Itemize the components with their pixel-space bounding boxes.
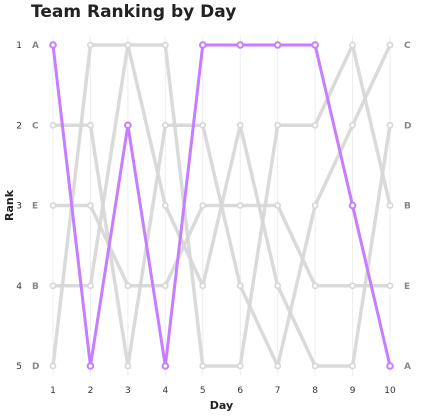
series-point-D-2 bbox=[87, 41, 94, 49]
series-point-D-6 bbox=[236, 121, 244, 129]
series-point-B-5 bbox=[199, 362, 207, 370]
start-label-C: C bbox=[32, 121, 39, 131]
x-tick-label-6: 6 bbox=[237, 386, 243, 396]
series-point-C-3 bbox=[124, 362, 132, 370]
series-point-A-10 bbox=[386, 362, 394, 370]
series-point-A-6 bbox=[236, 41, 245, 49]
x-tick-label-2: 2 bbox=[88, 386, 94, 396]
series-point-A-9 bbox=[348, 201, 357, 210]
series-point-A-1 bbox=[49, 41, 57, 49]
x-tick-label-5: 5 bbox=[200, 386, 206, 396]
series-point-E-1 bbox=[49, 202, 57, 209]
series-point-E-9 bbox=[349, 282, 356, 290]
series-line-B bbox=[51, 43, 392, 368]
chart-title: Team Ranking by Day bbox=[31, 2, 237, 22]
series-point-E-4 bbox=[161, 282, 169, 290]
series-point-D-8 bbox=[311, 362, 319, 370]
x-tick-label-3: 3 bbox=[125, 386, 131, 396]
series-point-B-9 bbox=[349, 41, 356, 49]
y-axis-title: Rank bbox=[3, 189, 16, 221]
series-point-B-4 bbox=[161, 41, 169, 49]
start-label-E: E bbox=[32, 202, 38, 212]
end-label-B: B bbox=[404, 202, 411, 212]
y-tick-label-3: 3 bbox=[16, 202, 22, 212]
series-point-A-4 bbox=[161, 362, 170, 370]
end-label-A: A bbox=[404, 362, 411, 372]
series-point-A-8 bbox=[311, 41, 319, 49]
series-point-E-10 bbox=[386, 282, 394, 290]
series-point-A-3 bbox=[124, 121, 132, 130]
y-tick-label-5: 5 bbox=[16, 362, 22, 372]
start-label-D: D bbox=[32, 362, 39, 372]
series-point-A-2 bbox=[86, 362, 95, 370]
x-tick-label-8: 8 bbox=[312, 386, 318, 396]
x-tick-label-7: 7 bbox=[275, 386, 281, 396]
series-point-E-8 bbox=[311, 282, 319, 290]
x-tick-label-10: 10 bbox=[384, 386, 396, 396]
series-point-B-6 bbox=[236, 362, 244, 370]
series-point-C-2 bbox=[87, 121, 94, 129]
series-point-B-7 bbox=[274, 121, 282, 129]
series-point-B-10 bbox=[386, 202, 394, 209]
start-label-A: A bbox=[32, 41, 39, 51]
series-point-E-7 bbox=[274, 202, 282, 209]
series-point-C-1 bbox=[49, 121, 57, 129]
series-point-D-5 bbox=[199, 282, 207, 290]
y-tick-label-1: 1 bbox=[16, 41, 22, 51]
x-axis-title: Day bbox=[210, 399, 233, 412]
x-tick-label-1: 1 bbox=[50, 386, 56, 396]
series-point-E-5 bbox=[199, 202, 207, 209]
series-point-E-3 bbox=[124, 282, 132, 290]
x-tick-label-9: 9 bbox=[350, 386, 356, 396]
series-point-D-9 bbox=[349, 362, 356, 370]
series-point-C-6 bbox=[236, 282, 244, 290]
x-tick-label-4: 4 bbox=[162, 386, 168, 396]
series-point-E-2 bbox=[87, 202, 94, 209]
series-point-C-9 bbox=[349, 121, 356, 129]
y-tick-label-2: 2 bbox=[16, 121, 22, 131]
series-point-D-3 bbox=[124, 41, 132, 49]
start-label-B: B bbox=[32, 282, 39, 292]
series-point-C-5 bbox=[199, 121, 207, 129]
series-point-D-1 bbox=[49, 362, 57, 370]
series-point-A-5 bbox=[198, 41, 207, 49]
series-point-E-6 bbox=[236, 202, 244, 209]
series-point-C-8 bbox=[311, 202, 319, 209]
series-point-B-1 bbox=[49, 282, 57, 290]
series-point-D-7 bbox=[274, 282, 282, 290]
series-point-B-8 bbox=[311, 121, 319, 129]
series-point-C-10 bbox=[386, 41, 394, 49]
series-point-D-4 bbox=[161, 202, 169, 209]
series-point-A-7 bbox=[273, 41, 282, 49]
series-point-B-2 bbox=[87, 282, 94, 290]
end-label-E: E bbox=[404, 282, 410, 292]
series-point-C-7 bbox=[274, 362, 282, 370]
series-point-C-4 bbox=[161, 121, 169, 129]
y-tick-label-4: 4 bbox=[16, 282, 22, 292]
end-label-D: D bbox=[404, 121, 411, 131]
end-label-C: C bbox=[404, 41, 411, 51]
series-point-D-10 bbox=[386, 121, 394, 129]
series-line-A bbox=[51, 43, 392, 368]
